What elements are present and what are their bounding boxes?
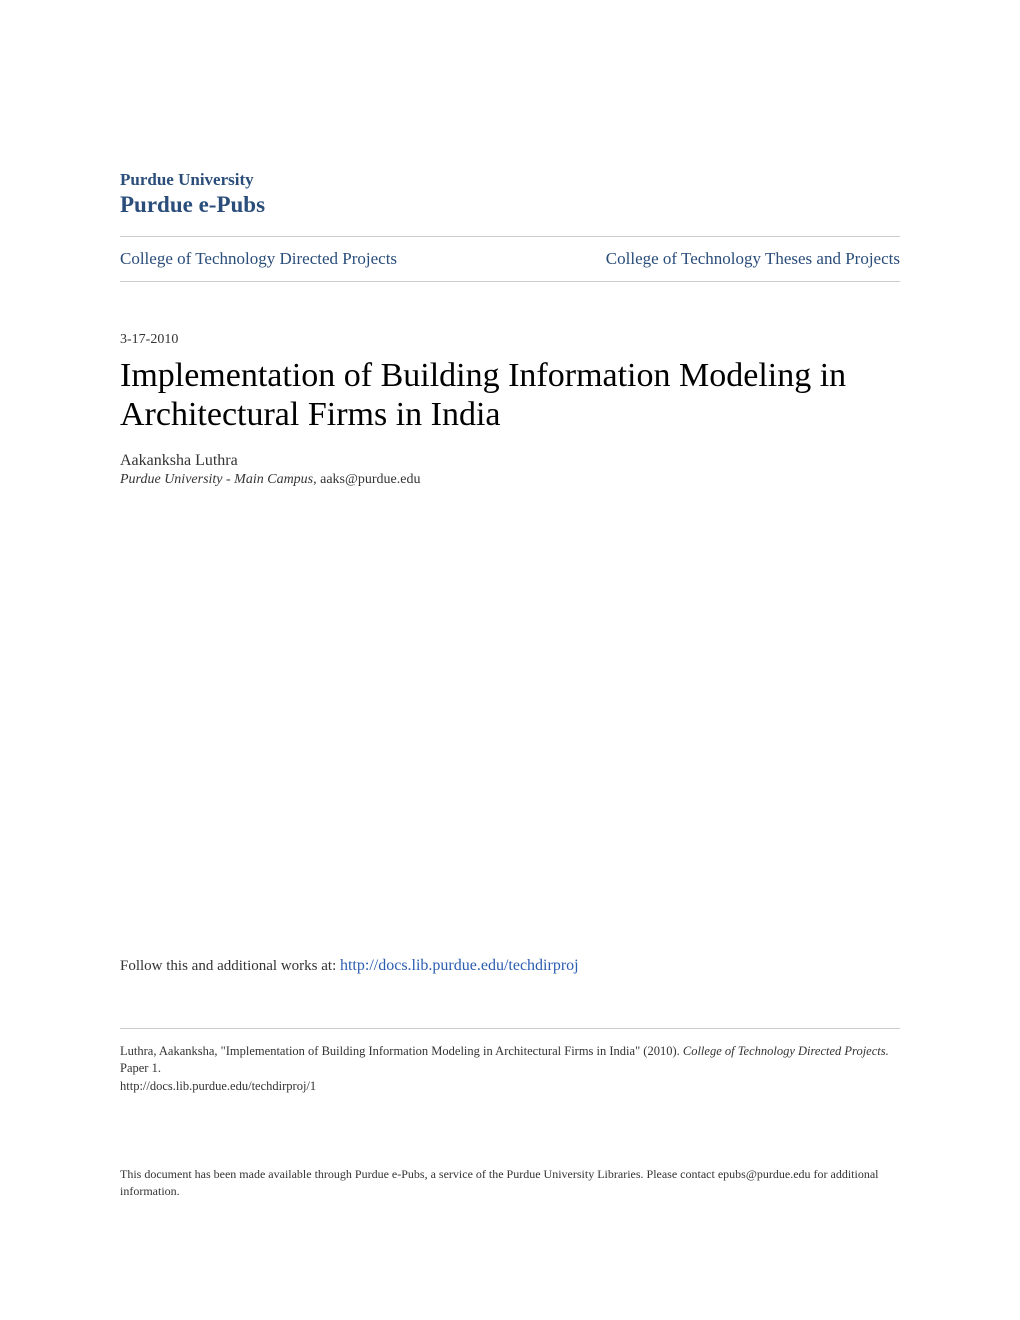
follow-link[interactable]: http://docs.lib.purdue.edu/techdirproj [340,957,579,974]
follow-section: Follow this and additional works at: htt… [120,957,900,975]
affiliation-email: , aaks@purdue.edu [313,472,420,487]
citation-section: Luthra, Aakanksha, "Implementation of Bu… [120,1028,900,1096]
collection-link-right[interactable]: College of Technology Theses and Project… [606,249,900,269]
article-title: Implementation of Building Information M… [120,356,900,434]
citation-series: College of Technology Directed Projects. [683,1044,889,1058]
publication-date: 3-17-2010 [120,332,900,348]
breadcrumb-nav: College of Technology Directed Projects … [120,236,900,282]
disclaimer-text: This document has been made available th… [120,1166,900,1200]
citation-text-2: Paper 1. [120,1061,161,1075]
follow-prefix: Follow this and additional works at: [120,958,340,974]
citation-url: http://docs.lib.purdue.edu/techdirproj/1 [120,1079,316,1093]
citation-text-1: Luthra, Aakanksha, "Implementation of Bu… [120,1044,683,1058]
affiliation-org: Purdue University - Main Campus [120,472,313,487]
repository-name[interactable]: Purdue e-Pubs [120,192,900,218]
institution-name: Purdue University [120,170,900,190]
collection-link-left[interactable]: College of Technology Directed Projects [120,249,397,269]
author-affiliation: Purdue University - Main Campus, aaks@pu… [120,472,900,488]
recommended-citation: Luthra, Aakanksha, "Implementation of Bu… [120,1043,900,1096]
author-name: Aakanksha Luthra [120,452,900,470]
